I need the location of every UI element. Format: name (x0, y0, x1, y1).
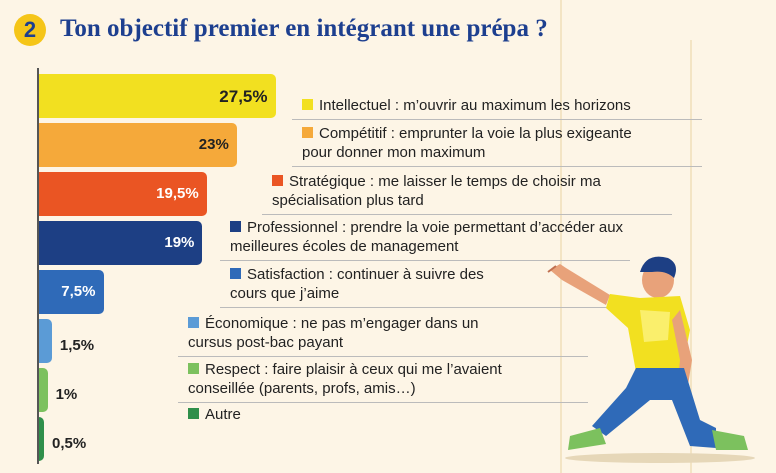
legend-separator (178, 356, 588, 357)
legend-label: Satisfaction : continuer à suivre des (247, 266, 484, 283)
legend-label: cours que j’aime (230, 285, 340, 302)
legend-separator (292, 166, 702, 167)
bar-value-label: 23% (198, 136, 229, 153)
legend-swatch (230, 221, 241, 232)
bar-value-label: 19% (164, 234, 195, 251)
legend-label: meilleures écoles de management (230, 238, 459, 255)
legend-item: Autre (188, 405, 241, 424)
bar-value-label: 19,5% (156, 185, 199, 202)
legend-separator (220, 307, 630, 308)
legend-swatch (302, 127, 313, 138)
background-line (690, 40, 692, 473)
question-number-badge: 2 (14, 14, 46, 46)
bar-2 (39, 123, 237, 167)
legend-swatch (272, 175, 283, 186)
bar-value-label: 27,5% (219, 87, 268, 106)
legend-swatch (302, 99, 313, 110)
legend-separator (262, 214, 672, 215)
background-line (560, 0, 562, 473)
legend-swatch (188, 317, 199, 328)
legend-item: Intellectuel : m’ouvrir au maximum les h… (302, 96, 631, 115)
legend-label: Respect : faire plaisir à ceux qui me l’… (205, 361, 502, 378)
legend-label: Compétitif : emprunter la voie la plus e… (319, 125, 632, 142)
bar-value-label: 0,5% (52, 435, 87, 452)
bar-8 (39, 417, 44, 461)
legend-label: Professionnel : prendre la voie permetta… (247, 219, 624, 236)
bar-1 (39, 74, 276, 118)
legend-separator (220, 260, 630, 261)
legend-swatch (188, 363, 199, 374)
chart-title: Ton objectif premier en intégrant une pr… (60, 15, 548, 42)
legend-item: Compétitif : emprunter la voie la plus e… (302, 124, 632, 162)
legend-swatch (188, 408, 199, 419)
legend-label: Économique : ne pas m’engager dans un (205, 315, 479, 332)
bar-5 (39, 270, 104, 314)
legend-label: Stratégique : me laisser le temps de cho… (289, 173, 601, 190)
bar-3 (39, 172, 207, 216)
legend-label: conseillée (parents, profs, amis…) (188, 380, 416, 397)
bar-6 (39, 319, 52, 363)
pointing-person-illustration (547, 256, 755, 463)
legend-separator (292, 119, 702, 120)
legend-swatch (230, 268, 241, 279)
legend-label: Autre (205, 406, 241, 423)
legend-item: Stratégique : me laisser le temps de cho… (272, 172, 601, 210)
bar-4 (39, 221, 203, 265)
legend-item: Respect : faire plaisir à ceux qui me l’… (188, 360, 502, 398)
legend-label: Intellectuel : m’ouvrir au maximum les h… (319, 97, 631, 114)
bar-7 (39, 368, 48, 412)
legend-separator (178, 402, 588, 403)
legend-label: spécialisation plus tard (272, 192, 424, 209)
legend-item: Satisfaction : continuer à suivre des cou… (230, 265, 484, 303)
chart-axis (37, 68, 39, 464)
legend-item: Professionnel : prendre la voie permetta… (230, 218, 623, 256)
legend-item: Économique : ne pas m’engager dans un cur… (188, 314, 479, 352)
bar-value-label: 1% (55, 386, 78, 403)
bar-value-label: 1,5% (59, 337, 95, 354)
legend-label: cursus post-bac payant (188, 334, 344, 351)
bar-value-label: 7,5% (61, 283, 96, 300)
legend-label: pour donner mon maximum (302, 144, 486, 161)
